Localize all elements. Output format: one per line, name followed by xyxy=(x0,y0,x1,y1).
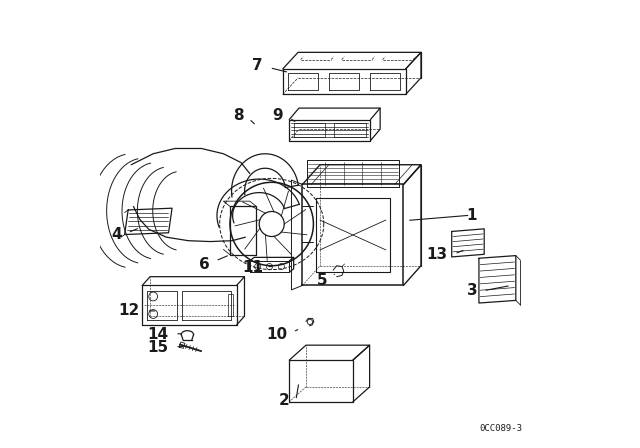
Text: 5: 5 xyxy=(317,273,328,288)
Text: 9: 9 xyxy=(272,108,283,123)
Text: 6: 6 xyxy=(198,257,209,272)
Text: 0CC089-3: 0CC089-3 xyxy=(479,423,522,433)
Text: 8: 8 xyxy=(234,108,244,123)
Text: 15: 15 xyxy=(147,340,168,355)
Text: 3: 3 xyxy=(467,283,477,298)
Text: 4: 4 xyxy=(111,227,122,242)
Text: 7: 7 xyxy=(252,57,263,73)
Text: 10: 10 xyxy=(266,327,287,342)
Text: 1: 1 xyxy=(467,208,477,223)
Text: 11: 11 xyxy=(242,260,263,276)
Text: 14: 14 xyxy=(147,327,168,342)
Text: 2: 2 xyxy=(278,393,289,408)
Text: 12: 12 xyxy=(118,303,139,319)
Text: 13: 13 xyxy=(426,247,447,262)
